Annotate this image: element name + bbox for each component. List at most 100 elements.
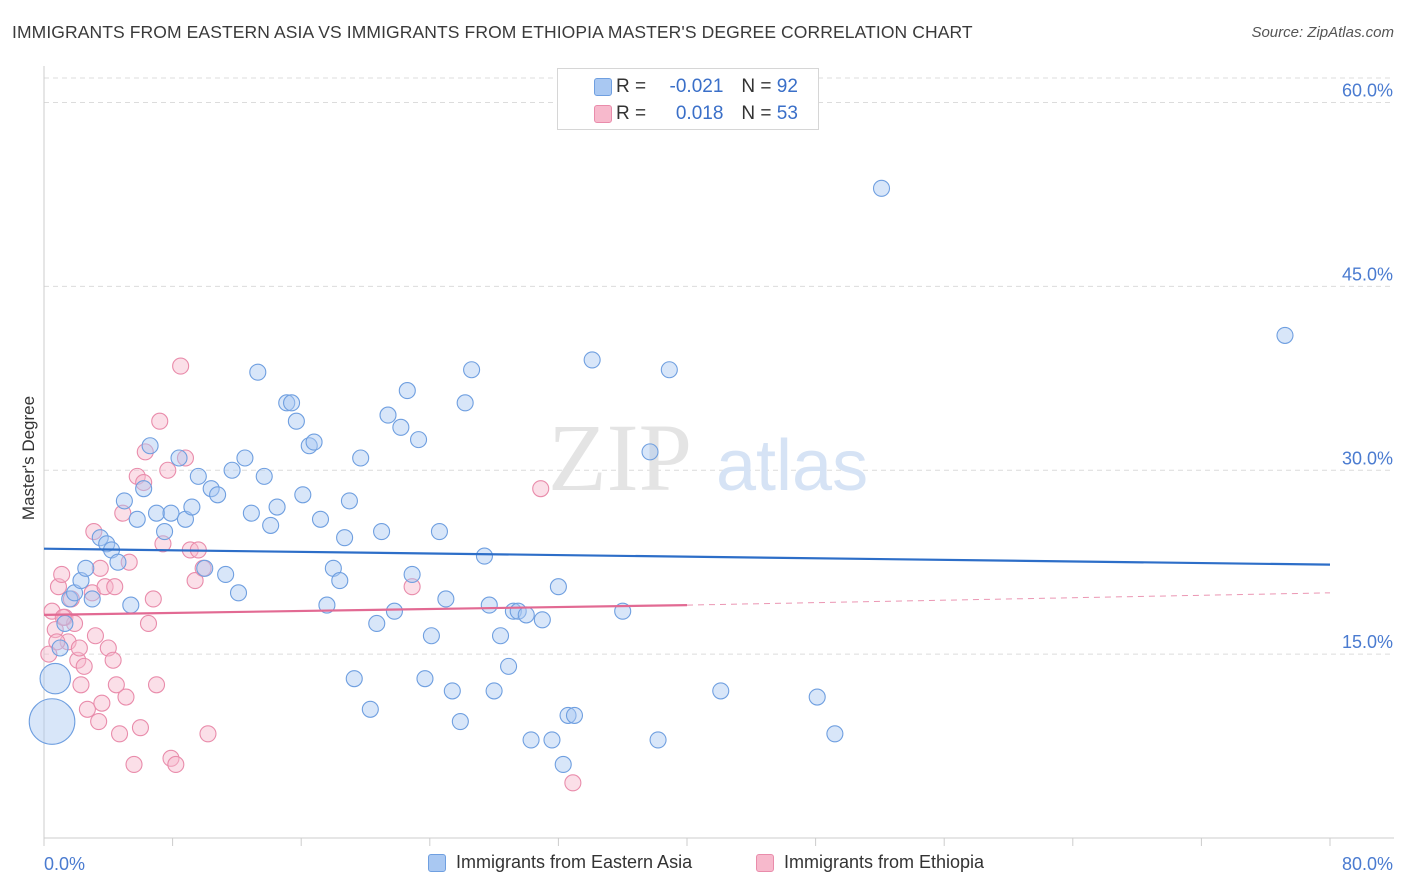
point-ethiopia — [72, 676, 90, 694]
point-eastern-asia — [242, 504, 260, 522]
point-eastern-asia — [373, 522, 391, 541]
eastern-asia-points — [28, 179, 1294, 774]
stats-swatch-blue — [594, 78, 612, 96]
point-ethiopia — [167, 755, 185, 774]
point-eastern-asia — [559, 706, 577, 724]
point-eastern-asia — [543, 731, 561, 749]
legend-ethiopia[interactable]: Immigrants from Ethiopia — [756, 852, 984, 873]
point-ethiopia — [144, 590, 162, 608]
point-ethiopia — [125, 755, 143, 774]
trend-lines — [43, 547, 1331, 617]
point-ethiopia — [54, 608, 72, 626]
point-ethiopia — [151, 412, 169, 430]
trend-ethiopia-extension — [686, 592, 1331, 606]
point-ethiopia — [186, 572, 204, 590]
point-ethiopia — [93, 694, 111, 712]
point-ethiopia — [139, 614, 158, 633]
point-ethiopia — [117, 688, 135, 706]
point-eastern-asia — [196, 559, 214, 577]
point-eastern-asia — [649, 731, 667, 749]
y-tick-label: 30.0% — [1342, 448, 1393, 468]
stats-row-ethiopia: R = 0.018 N = 53 — [594, 103, 798, 125]
point-ethiopia — [46, 621, 64, 639]
legend-swatch-blue — [428, 853, 446, 872]
point-eastern-asia — [162, 504, 180, 522]
point-eastern-asia — [77, 559, 95, 577]
point-eastern-asia — [183, 498, 201, 516]
y-tick-label: 60.0% — [1342, 81, 1393, 101]
point-eastern-asia — [379, 406, 397, 424]
y-axis-label: Master's Degree — [19, 396, 38, 520]
point-ethiopia — [114, 504, 132, 522]
point-eastern-asia — [437, 590, 455, 608]
point-eastern-asia — [202, 480, 220, 498]
point-ethiopia — [135, 473, 153, 492]
point-ethiopia — [111, 725, 129, 743]
point-eastern-asia — [115, 492, 133, 510]
point-eastern-asia — [39, 662, 72, 695]
legend-label-eastern-asia: Immigrants from Eastern Asia — [456, 852, 693, 872]
x-tick-label-min: 0.0% — [44, 854, 85, 874]
watermark-zip: ZIP — [548, 404, 692, 511]
legend-swatch-pink — [756, 853, 774, 872]
point-eastern-asia — [554, 755, 572, 774]
point-eastern-asia — [385, 602, 403, 620]
n-value-ethiopia: 53 — [776, 103, 798, 124]
point-ethiopia — [91, 559, 109, 577]
point-ethiopia — [85, 522, 103, 541]
point-eastern-asia — [522, 731, 540, 749]
n-label: N = — [741, 103, 772, 124]
trend-eastern-asia — [43, 547, 1331, 566]
point-eastern-asia — [156, 522, 174, 541]
point-eastern-asia — [416, 670, 434, 688]
point-eastern-asia — [398, 382, 416, 400]
watermark-atlas: atlas — [716, 426, 868, 506]
point-ethiopia — [159, 461, 177, 479]
point-eastern-asia — [249, 363, 267, 381]
point-eastern-asia — [480, 596, 498, 614]
legend-label-ethiopia: Immigrants from Ethiopia — [784, 852, 985, 872]
point-ethiopia — [107, 676, 125, 694]
point-eastern-asia — [660, 361, 678, 379]
point-eastern-asia — [565, 706, 584, 724]
point-eastern-asia — [56, 614, 74, 633]
n-label: N = — [741, 76, 772, 97]
point-ethiopia — [172, 357, 190, 375]
point-eastern-asia — [268, 498, 286, 516]
point-eastern-asia — [141, 437, 159, 455]
source-label: Source: ZipAtlas.com — [1251, 24, 1394, 41]
point-eastern-asia — [109, 553, 127, 571]
point-eastern-asia — [485, 682, 503, 700]
point-eastern-asia — [826, 725, 844, 743]
point-ethiopia — [90, 712, 108, 731]
point-eastern-asia — [135, 480, 153, 498]
r-label: R = — [616, 76, 647, 97]
point-ethiopia — [86, 627, 104, 645]
point-eastern-asia — [451, 712, 469, 731]
point-eastern-asia — [345, 670, 363, 688]
point-eastern-asia — [311, 510, 330, 528]
point-eastern-asia — [209, 486, 227, 504]
point-eastern-asia — [318, 596, 336, 614]
point-eastern-asia — [808, 688, 826, 706]
point-eastern-asia — [368, 614, 386, 633]
legend-eastern-asia[interactable]: Immigrants from Eastern Asia — [428, 852, 692, 873]
point-eastern-asia — [352, 449, 370, 467]
point-eastern-asia — [583, 351, 601, 369]
point-eastern-asia — [128, 510, 146, 528]
point-eastern-asia — [392, 418, 410, 436]
chart-title: IMMIGRANTS FROM EASTERN ASIA VS IMMIGRAN… — [12, 22, 973, 42]
r-value-eastern-asia: -0.021 — [669, 76, 724, 97]
point-eastern-asia — [456, 394, 474, 412]
point-eastern-asia — [712, 682, 730, 700]
ethiopia-points — [40, 357, 582, 792]
point-eastern-asia — [475, 547, 494, 565]
point-ethiopia — [564, 774, 582, 792]
point-eastern-asia — [217, 565, 235, 584]
point-eastern-asia — [463, 361, 481, 379]
point-eastern-asia — [641, 443, 659, 461]
stats-box: R = -0.021 N = 92 R = 0.018 N = 53 — [557, 68, 819, 130]
point-eastern-asia — [872, 179, 891, 197]
point-eastern-asia — [422, 627, 440, 645]
